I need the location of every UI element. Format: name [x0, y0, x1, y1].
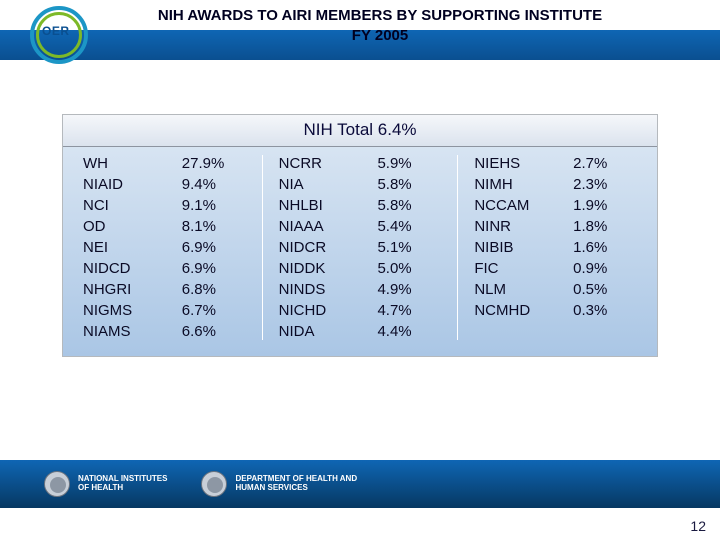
inst-value: 8.1%: [182, 218, 260, 235]
slide-footer: NATIONAL INSTITUTES OF HEALTH DEPARTMENT…: [0, 460, 720, 508]
col2-values: 5.9% 5.8% 5.8% 5.4% 5.1% 5.0% 4.9% 4.7% …: [371, 155, 455, 340]
inst-name: NICHD: [279, 302, 372, 319]
inst-name: NIDCR: [279, 239, 372, 256]
oer-logo: OER: [30, 6, 88, 64]
inst-value: 2.3%: [573, 176, 651, 193]
inst-value: 6.9%: [182, 260, 260, 277]
footer-hhs-line1: DEPARTMENT OF HEALTH AND: [235, 474, 357, 483]
col1-values: 27.9% 9.4% 9.1% 8.1% 6.9% 6.9% 6.8% 6.7%…: [176, 155, 260, 340]
inst-name: NHLBI: [279, 197, 372, 214]
column-separator: [457, 155, 458, 340]
column-group-3: NIEHS NIMH NCCAM NINR NIBIB FIC NLM NCMH…: [460, 155, 651, 340]
inst-name: FIC: [474, 260, 567, 277]
data-table: NIH Total 6.4% WH NIAID NCI OD NEI NIDCD…: [62, 114, 658, 357]
inst-value: 27.9%: [182, 155, 260, 172]
inst-value: 2.7%: [573, 155, 651, 172]
inst-value: 4.9%: [377, 281, 455, 298]
page-number: 12: [690, 518, 706, 534]
slide: OER NIH AWARDS TO AIRI MEMBERS BY SUPPOR…: [0, 0, 720, 540]
inst-value: 6.9%: [182, 239, 260, 256]
col1-names: WH NIAID NCI OD NEI NIDCD NHGRI NIGMS NI…: [69, 155, 176, 340]
content-area: NIH Total 6.4% WH NIAID NCI OD NEI NIDCD…: [62, 114, 658, 357]
footer-block-nih: NATIONAL INSTITUTES OF HEALTH: [44, 471, 167, 497]
inst-value: 1.8%: [573, 218, 651, 235]
inst-name: OD: [83, 218, 176, 235]
inst-value: 9.4%: [182, 176, 260, 193]
inst-value: 0.9%: [573, 260, 651, 277]
inst-value: 5.4%: [377, 218, 455, 235]
inst-name: NCCAM: [474, 197, 567, 214]
inst-name: NHGRI: [83, 281, 176, 298]
inst-value: 9.1%: [182, 197, 260, 214]
inst-value: 1.6%: [573, 239, 651, 256]
inst-value: 5.9%: [377, 155, 455, 172]
inst-value: 5.1%: [377, 239, 455, 256]
seal-inner-icon: [50, 477, 66, 493]
inst-value: 0.3%: [573, 302, 651, 319]
inst-name: NIBIB: [474, 239, 567, 256]
inst-name: NIAMS: [83, 323, 176, 340]
inst-name: NCMHD: [474, 302, 567, 319]
footer-hhs-line2: HUMAN SERVICES: [235, 483, 307, 492]
inst-value: 1.9%: [573, 197, 651, 214]
inst-name: NCI: [83, 197, 176, 214]
inst-value: 6.8%: [182, 281, 260, 298]
inst-value: 0.5%: [573, 281, 651, 298]
inst-value: 4.7%: [377, 302, 455, 319]
inst-value: 6.6%: [182, 323, 260, 340]
col2-names: NCRR NIA NHLBI NIAAA NIDCR NIDDK NINDS N…: [265, 155, 372, 340]
inst-value: 5.8%: [377, 197, 455, 214]
nih-seal-icon: [44, 471, 70, 497]
inst-name: NIDCD: [83, 260, 176, 277]
footer-nih-line1: NATIONAL INSTITUTES: [78, 474, 167, 483]
inst-name: NCRR: [279, 155, 372, 172]
title-line-1: NIH AWARDS TO AIRI MEMBERS BY SUPPORTING…: [158, 7, 602, 24]
inst-name: NLM: [474, 281, 567, 298]
inst-name: NINR: [474, 218, 567, 235]
footer-block-hhs: DEPARTMENT OF HEALTH AND HUMAN SERVICES: [201, 471, 357, 497]
footer-text-nih: NATIONAL INSTITUTES OF HEALTH: [78, 475, 167, 493]
inst-name: NIAAA: [279, 218, 372, 235]
inst-name: NIA: [279, 176, 372, 193]
inst-value: 5.8%: [377, 176, 455, 193]
inst-name: NIDDK: [279, 260, 372, 277]
column-group-2: NCRR NIA NHLBI NIAAA NIDCR NIDDK NINDS N…: [265, 155, 456, 340]
table-header: NIH Total 6.4%: [63, 115, 657, 147]
inst-value: 5.0%: [377, 260, 455, 277]
footer-nih-line2: OF HEALTH: [78, 483, 123, 492]
slide-header: OER NIH AWARDS TO AIRI MEMBERS BY SUPPOR…: [0, 0, 720, 66]
inst-name: NINDS: [279, 281, 372, 298]
hhs-seal-icon: [201, 471, 227, 497]
inst-name: WH: [83, 155, 176, 172]
slide-title: NIH AWARDS TO AIRI MEMBERS BY SUPPORTING…: [100, 6, 660, 47]
table-body: WH NIAID NCI OD NEI NIDCD NHGRI NIGMS NI…: [63, 147, 657, 356]
column-group-1: WH NIAID NCI OD NEI NIDCD NHGRI NIGMS NI…: [69, 155, 260, 340]
inst-name: NIDA: [279, 323, 372, 340]
inst-name: NIMH: [474, 176, 567, 193]
inst-name: NEI: [83, 239, 176, 256]
footer-text-hhs: DEPARTMENT OF HEALTH AND HUMAN SERVICES: [235, 475, 357, 493]
inst-name: NIGMS: [83, 302, 176, 319]
column-separator: [262, 155, 263, 340]
col3-values: 2.7% 2.3% 1.9% 1.8% 1.6% 0.9% 0.5% 0.3%: [567, 155, 651, 340]
seal-inner-icon: [207, 477, 223, 493]
logo-text: OER: [42, 24, 70, 38]
inst-name: NIEHS: [474, 155, 567, 172]
inst-value: 6.7%: [182, 302, 260, 319]
inst-name: NIAID: [83, 176, 176, 193]
col3-names: NIEHS NIMH NCCAM NINR NIBIB FIC NLM NCMH…: [460, 155, 567, 340]
inst-value: 4.4%: [377, 323, 455, 340]
title-line-2: FY 2005: [352, 27, 408, 44]
